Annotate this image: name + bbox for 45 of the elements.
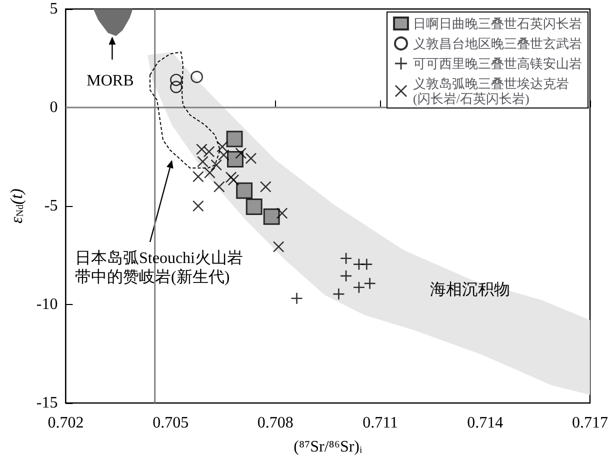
legend-label: 可可西里晚三叠世高镁安山岩 xyxy=(413,56,582,71)
x-tick-label: 0.705 xyxy=(152,414,189,432)
x-tick-label: 0.702 xyxy=(48,414,84,432)
point xyxy=(190,70,203,84)
point xyxy=(218,149,230,160)
point xyxy=(364,278,376,289)
point xyxy=(273,241,284,252)
point xyxy=(263,208,280,225)
point xyxy=(260,181,272,192)
y-tick-label: -5 xyxy=(44,198,58,214)
x-tick-label: 0.717 xyxy=(572,414,608,432)
x-tick-label: 0.708 xyxy=(257,414,294,432)
point xyxy=(210,160,222,171)
annotation: 海相沉积物 xyxy=(430,280,510,298)
point xyxy=(226,151,244,168)
x-axis-title: (⁸⁷Sr/⁸⁶Sr)ᵢ xyxy=(294,438,362,456)
y-tick-label: 0 xyxy=(50,99,58,116)
point xyxy=(235,148,246,159)
point xyxy=(214,181,225,192)
point xyxy=(245,152,256,164)
point xyxy=(192,200,204,212)
x-tick-label: 0.714 xyxy=(467,414,504,432)
y-axis-title: εNd(t) xyxy=(7,188,26,224)
legend-label: 义敦昌台地区晚三叠世玄武岩 xyxy=(413,36,582,51)
point xyxy=(361,258,372,270)
point xyxy=(236,182,253,199)
point xyxy=(170,74,182,86)
x-tick-label: 0.711 xyxy=(362,414,398,432)
point xyxy=(291,292,302,304)
legend-label: 日啊日曲晚三叠世石英闪长岩 xyxy=(413,16,582,31)
point xyxy=(353,282,364,293)
y-tick-label: 5 xyxy=(50,0,58,18)
point xyxy=(333,288,344,300)
point xyxy=(226,130,243,148)
point xyxy=(204,146,215,158)
annotation: MORB xyxy=(86,72,134,90)
point xyxy=(276,208,288,219)
y-tick-label: -15 xyxy=(36,394,58,412)
y-tick-label: -10 xyxy=(36,296,58,313)
point xyxy=(170,80,182,94)
point xyxy=(340,252,352,264)
legend-label: 义敦岛弧晚三叠世埃达克岩 (闪长岩/石英闪长岩) xyxy=(413,76,569,106)
annotation: 日本岛弧Steouchi火山岩带中的赞岐岩(新生代) xyxy=(75,249,243,286)
point xyxy=(246,198,262,216)
point xyxy=(192,171,204,182)
